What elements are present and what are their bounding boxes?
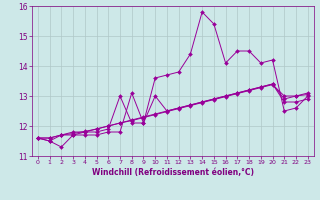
X-axis label: Windchill (Refroidissement éolien,°C): Windchill (Refroidissement éolien,°C): [92, 168, 254, 177]
